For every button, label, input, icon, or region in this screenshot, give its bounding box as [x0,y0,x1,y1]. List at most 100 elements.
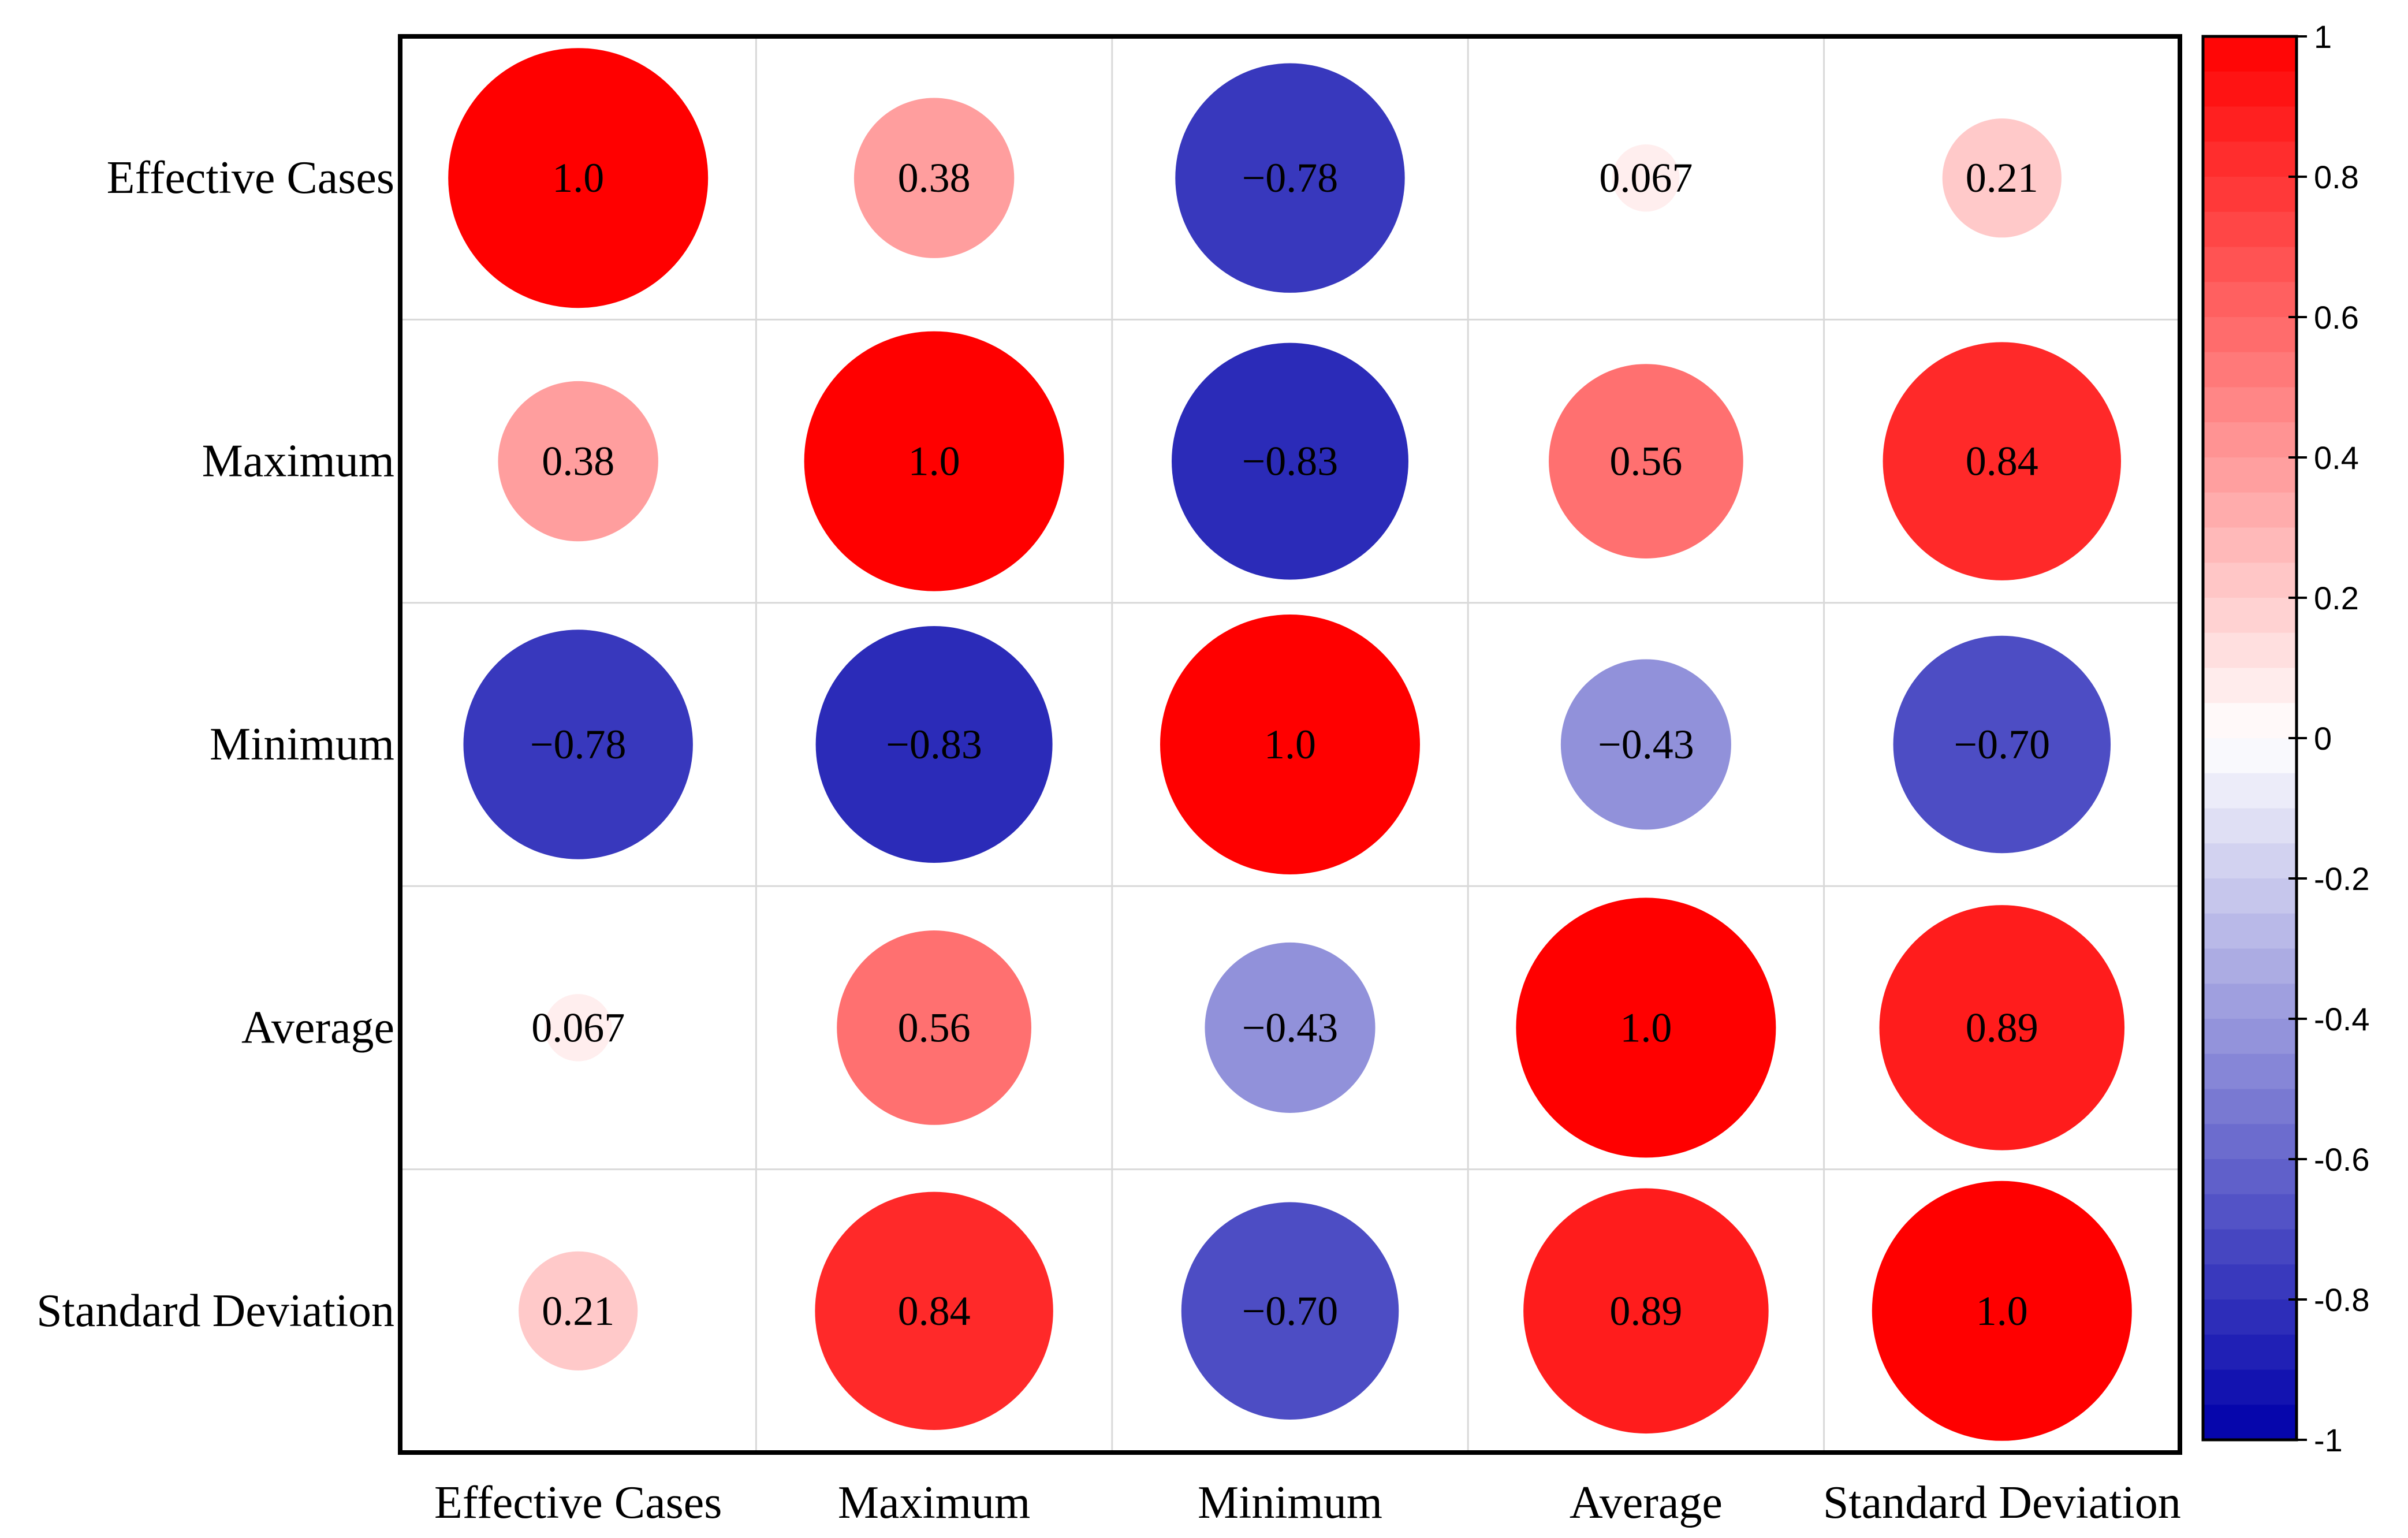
row-label-1: Maximum [202,436,394,487]
colorbar-segment [2203,843,2297,879]
cell-circle-4-1 [815,1191,1053,1431]
cell-value-0-3: 0.067 [1599,155,1693,201]
cell-circle-3-3 [1516,898,1776,1158]
colorbar-segment [2203,632,2297,669]
cell-circle-0-4 [1942,118,2062,238]
colorbar-tick-label-1: 0.8 [2314,159,2359,195]
colorbar-tick-label-6: -0.2 [2314,861,2370,897]
colorbar-segment [2203,36,2297,72]
cell-circle-0-1 [853,98,1015,258]
colorbar-tick-label-0: 1 [2314,18,2332,55]
colorbar-segment [2203,563,2297,598]
colorbar-segment [2203,773,2297,809]
cell-value-1-0: 0.38 [542,438,614,485]
cell-value-0-1: 0.38 [898,155,971,201]
cell-value-2-3: −0.43 [1598,721,1694,768]
cell-circle-2-2 [1160,615,1420,874]
row-label-2: Minimum [210,719,394,770]
colorbar-segment [2203,177,2297,213]
cell-circle-2-3 [1560,659,1731,830]
cell-value-3-2: −0.43 [1242,1004,1339,1051]
cell-value-3-3: 1.0 [1620,1004,1672,1051]
colorbar-segment [2203,668,2297,704]
row-label-4: Standard Deviation [36,1286,394,1336]
cell-circle-4-3 [1523,1188,1769,1434]
cell-circle-3-1 [837,930,1031,1125]
colorbar-segment [2203,1405,2297,1440]
cell-value-0-0: 1.0 [552,155,604,201]
colorbar-segment [2203,878,2297,914]
cell-circle-3-2 [1205,942,1376,1113]
cell-value-3-4: 0.89 [1966,1004,2038,1051]
colorbar-segment [2203,703,2297,739]
colorbar-segment [2203,738,2297,774]
column-labels: Effective Cases Maximum Minimum Average Stan… [434,1477,2181,1528]
cell-circle-1-1 [804,331,1064,591]
cell-circle-4-2 [1181,1202,1399,1420]
colorbar-segment [2203,1229,2297,1265]
colorbar-segment [2203,527,2297,564]
colorbar-segment [2203,1264,2297,1300]
cell-value-1-3: 0.56 [1609,438,1682,485]
cell-circle-1-3 [1549,364,1743,558]
cell-value-4-4: 1.0 [1976,1288,2028,1334]
colorbar-segment [2203,1124,2297,1160]
colorbar-segment [2203,71,2297,107]
row-label-0: Effective Cases [107,152,394,203]
colorbar-tick-label-9: -0.8 [2314,1282,2370,1318]
cell-circle-2-4 [1893,635,2111,854]
grid-lines [400,36,2180,1453]
cell-value-3-1: 0.56 [898,1004,971,1051]
colorbar-segment [2203,1053,2297,1090]
colorbar-segment [2203,598,2297,634]
column-label-2: Minimum [1198,1477,1382,1528]
cell-value-4-2: −0.70 [1242,1288,1339,1334]
colorbar-segment [2203,457,2297,493]
colorbar-tick-label-8: -0.6 [2314,1141,2370,1178]
colorbar-segment [2203,1019,2297,1055]
colorbar-tick-label-7: -0.4 [2314,1001,2370,1037]
colorbar-segment [2203,282,2297,318]
cell-circle-4-4 [1872,1181,2132,1441]
colorbar-segment [2203,106,2297,143]
colorbar-segment [2203,141,2297,177]
colorbar-tick-label-10: -1 [2314,1422,2343,1458]
colorbar-segment [2203,984,2297,1019]
cell-circle-3-0 [544,994,612,1062]
colorbar: 1 0.8 0.6 0.4 0.2 0 -0.2 -0.4 -0.6 -0.8 -1 [2201,18,2370,1458]
correlation-cells: 1.0 0.38 −0.78 0.067 0.21 0.38 1.0 −0.83 0.56 0.8… [448,48,2132,1441]
colorbar-tick-label-2: 0.6 [2314,299,2359,336]
cell-value-0-4: 0.21 [1966,155,2038,201]
cell-circle-1-4 [1883,342,2122,580]
cell-value-4-0: 0.21 [542,1288,614,1334]
cell-value-1-1: 1.0 [908,438,960,485]
cell-value-4-1: 0.84 [898,1288,971,1334]
cell-value-2-2: 1.0 [1264,721,1316,768]
colorbar-segment [2203,948,2297,985]
cell-circle-0-0 [448,48,709,308]
colorbar-segment [2203,352,2297,388]
column-label-1: Maximum [838,1477,1030,1528]
cell-value-4-3: 0.89 [1609,1288,1682,1334]
colorbar-segment [2203,808,2297,844]
cell-circle-4-0 [519,1251,638,1371]
colorbar-tick-label-4: 0.2 [2314,580,2359,616]
cell-circle-2-1 [815,626,1053,863]
cell-value-2-4: −0.70 [1954,721,2050,768]
colorbar-segment [2203,913,2297,949]
colorbar-segment [2203,422,2297,458]
colorbar-segment [2203,1159,2297,1195]
column-label-4: Standard Deviation [1823,1477,2181,1528]
cell-circle-0-3 [1612,144,1680,212]
plot-frame [398,34,2182,1455]
cell-value-3-0: 0.067 [531,1004,625,1051]
colorbar-segment [2203,1334,2297,1371]
colorbar-segment [2203,1089,2297,1125]
colorbar-segment [2203,211,2297,248]
cell-circle-3-4 [1879,905,2125,1150]
colorbar-segment [2203,317,2297,353]
colorbar-tick-label-5: 0 [2314,720,2332,757]
cell-circle-1-2 [1172,342,1408,580]
cell-circle-1-0 [498,381,658,542]
